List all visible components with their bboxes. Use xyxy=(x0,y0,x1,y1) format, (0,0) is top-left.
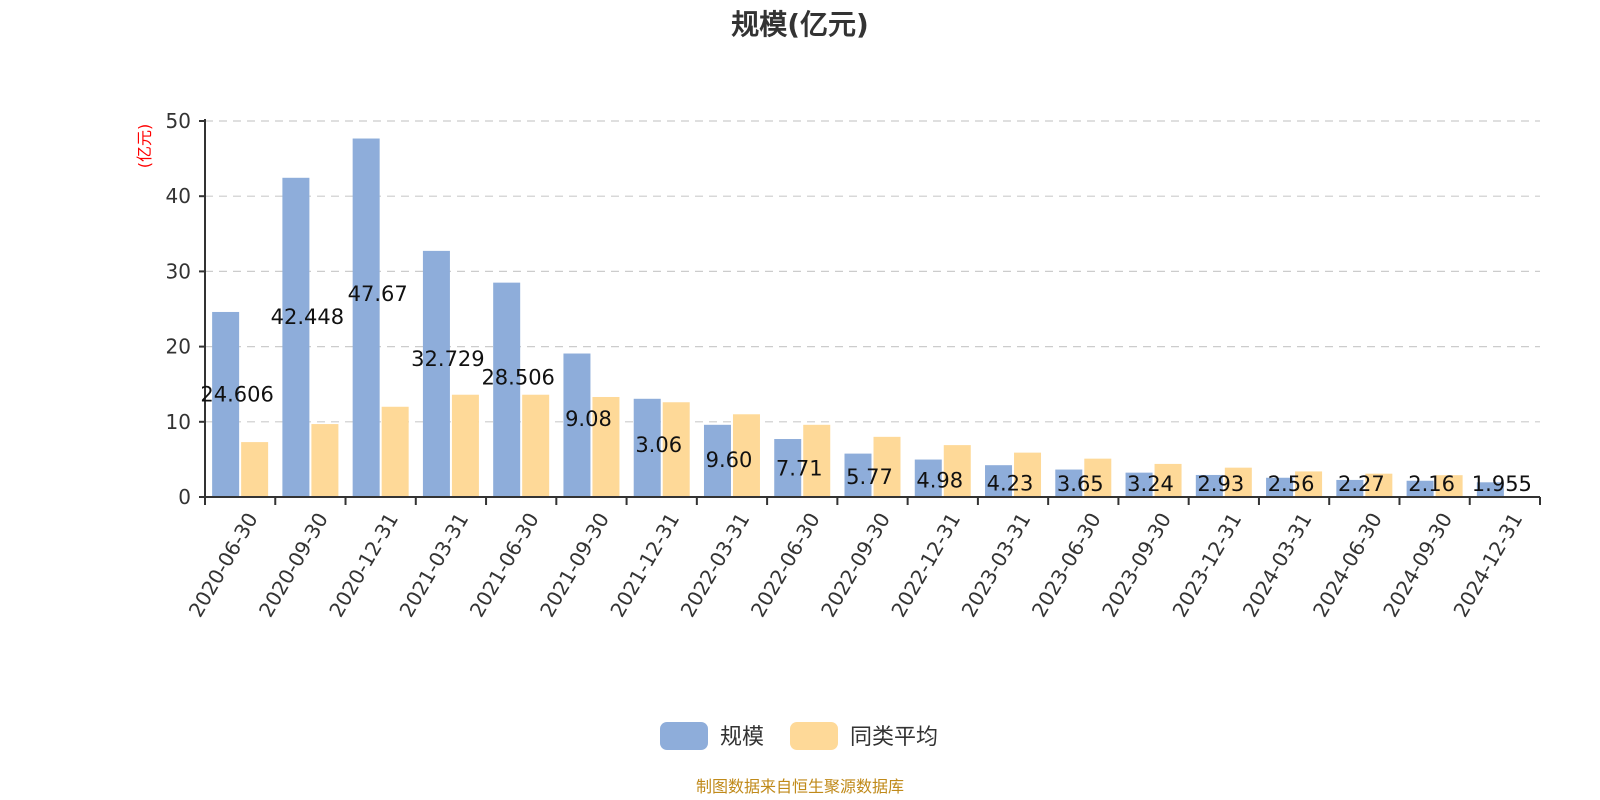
bar-scale xyxy=(1266,477,1294,497)
bar-scale xyxy=(844,453,872,497)
bars xyxy=(212,138,1504,497)
data-label: 3.24 xyxy=(1127,472,1174,496)
data-label: 3.06 xyxy=(635,433,682,457)
bar-peer-average xyxy=(1435,475,1463,497)
data-label: 7.71 xyxy=(776,456,823,480)
bar-scale xyxy=(914,459,942,497)
bar-scale xyxy=(422,250,450,497)
bar-peer-average xyxy=(1154,463,1182,497)
data-label: 3.65 xyxy=(1057,472,1104,496)
x-tick-label: 2024-03-31 xyxy=(1238,509,1317,622)
bar-scale xyxy=(282,177,310,497)
x-tick-label: 2020-09-30 xyxy=(254,509,333,622)
bar-scale xyxy=(1476,482,1504,497)
x-tick-label: 2022-03-31 xyxy=(676,509,755,622)
y-tick-label: 40 xyxy=(166,184,191,208)
data-label: 28.506 xyxy=(481,366,554,390)
axes xyxy=(199,119,1541,505)
data-label: 2.56 xyxy=(1268,472,1315,496)
data-label: 9.60 xyxy=(706,448,753,472)
bar-scale xyxy=(774,439,802,497)
y-axis-label: (亿元) xyxy=(135,124,154,169)
bar-scale xyxy=(563,353,591,497)
y-tick-label: 50 xyxy=(166,109,191,133)
x-tick-label: 2021-12-31 xyxy=(605,509,684,622)
bar-scale xyxy=(703,424,731,497)
bar-scale xyxy=(985,465,1013,497)
bar-peer-average xyxy=(873,436,901,497)
legend-label-peer-average: 同类平均 xyxy=(850,725,938,750)
x-tick-label: 2022-06-30 xyxy=(746,509,825,622)
legend-swatch-scale xyxy=(660,722,708,750)
data-label: 32.729 xyxy=(411,347,484,371)
bar-scale xyxy=(1406,480,1434,497)
x-tick-label: 2023-09-30 xyxy=(1097,509,1176,622)
bar-peer-average xyxy=(803,424,831,497)
source-note: 制图数据来自恒生聚源数据库 xyxy=(696,777,904,796)
bar-scale xyxy=(493,282,521,497)
bar-peer-average xyxy=(1084,458,1112,497)
x-tick-label: 2023-03-31 xyxy=(957,509,1036,622)
x-tick-label: 2023-06-30 xyxy=(1027,509,1106,622)
y-tick-label: 30 xyxy=(166,259,191,283)
bar-scale xyxy=(1195,474,1223,497)
legend-swatch-peer-average xyxy=(790,722,838,750)
bar-peer-average xyxy=(1365,473,1393,497)
data-label: 2.16 xyxy=(1408,472,1455,496)
x-tick-label: 2024-12-31 xyxy=(1448,509,1527,622)
x-tick-label: 2020-06-30 xyxy=(184,509,263,622)
x-tick-label: 2022-09-30 xyxy=(816,509,895,622)
y-tick-label: 20 xyxy=(166,335,191,359)
bar-peer-average xyxy=(381,406,409,497)
bar-peer-average xyxy=(522,394,550,497)
x-tick-labels: 2020-06-302020-09-302020-12-312021-03-31… xyxy=(184,508,1528,621)
bar-peer-average xyxy=(732,414,760,497)
x-tick-label: 2024-06-30 xyxy=(1308,509,1387,622)
x-tick-label: 2021-09-30 xyxy=(535,509,614,622)
x-tick-label: 2020-12-31 xyxy=(324,509,403,622)
y-tick-label: 0 xyxy=(178,485,191,509)
gridlines xyxy=(205,120,1540,423)
legend-label-scale: 规模 xyxy=(720,725,764,750)
bar-peer-average xyxy=(241,442,269,497)
data-label: 2.27 xyxy=(1338,472,1385,496)
bar-peer-average xyxy=(592,396,620,497)
data-label: 5.77 xyxy=(846,465,893,489)
bar-scale xyxy=(1336,479,1364,497)
bar-scale xyxy=(212,311,240,497)
x-tick-label: 2024-09-30 xyxy=(1378,509,1457,622)
bar-peer-average xyxy=(1014,452,1042,497)
bar-peer-average xyxy=(1224,467,1252,497)
bar-peer-average xyxy=(943,445,971,497)
bar-scale xyxy=(1055,469,1083,497)
x-tick-label: 2023-12-31 xyxy=(1167,509,1246,622)
data-label: 4.98 xyxy=(916,468,963,492)
bar-peer-average xyxy=(1295,471,1323,497)
data-label: 42.448 xyxy=(271,305,344,329)
x-tick-label: 2021-06-30 xyxy=(465,509,544,622)
y-tick-label: 10 xyxy=(166,410,191,434)
x-tick-label: 2021-03-31 xyxy=(394,508,473,621)
data-label: 47.67 xyxy=(348,282,408,306)
data-label: 4.23 xyxy=(987,472,1034,496)
bar-peer-average xyxy=(311,424,339,497)
bar-scale xyxy=(633,398,661,497)
data-label: 9.08 xyxy=(565,407,612,431)
legend: 规模 同类平均 xyxy=(660,722,938,750)
x-tick-label: 2022-12-31 xyxy=(886,509,965,622)
bar-scale xyxy=(1125,472,1153,497)
bar-peer-average xyxy=(662,402,690,497)
chart-title: 规模(亿元) xyxy=(731,8,869,41)
bar-peer-average xyxy=(451,394,479,497)
bar-scale xyxy=(352,138,380,497)
data-label: 2.93 xyxy=(1197,472,1244,496)
data-label: 24.606 xyxy=(200,383,273,407)
data-label: 1.955 xyxy=(1472,472,1532,496)
y-tick-labels: 0 10 20 30 40 50 xyxy=(166,109,191,509)
